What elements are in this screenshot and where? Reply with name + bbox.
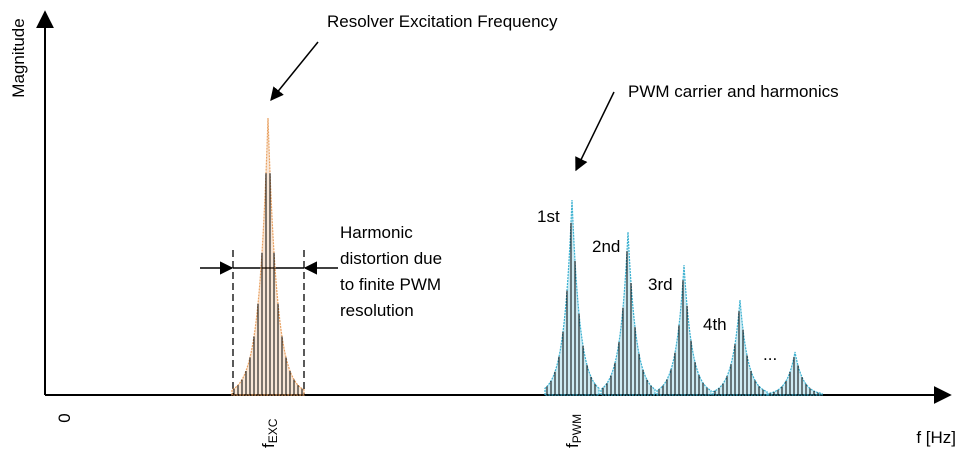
harmonic-label: 3rd [648,275,673,294]
harmonic-label: 1st [537,207,560,226]
annotation-line: to finite PWM [340,275,441,294]
harmonic-label: ... [763,345,777,364]
tick-label: fPWM [563,414,584,448]
annotation-line: Harmonic [340,223,413,242]
annotation-line: resolution [340,301,414,320]
tick-sub: PWM [570,414,584,443]
tick-label: fEXC [259,418,280,448]
spectrum [231,117,823,396]
tick-sub: EXC [266,418,280,443]
envelope [231,117,305,396]
harmonic-label: 2nd [592,237,620,256]
annotation-arrow [575,91,615,172]
x-axis-label: f [Hz] [916,428,956,447]
axes [36,10,952,404]
envelope [600,231,656,396]
harmonic-label: 4th [703,315,727,334]
y-axis-label: Magnitude [9,18,28,97]
annotation-line: distortion due [340,249,442,268]
origin-label: 0 [55,413,74,422]
annotation-arrow [270,41,319,102]
annotation: Resolver Excitation Frequency [327,12,558,31]
annotation: PWM carrier and harmonics [628,82,839,101]
tick-base: f [259,443,278,448]
distortion-text: Harmonic distortion due to finite PWM re… [340,223,442,320]
envelope [544,199,600,396]
tick-base: f [563,443,582,448]
